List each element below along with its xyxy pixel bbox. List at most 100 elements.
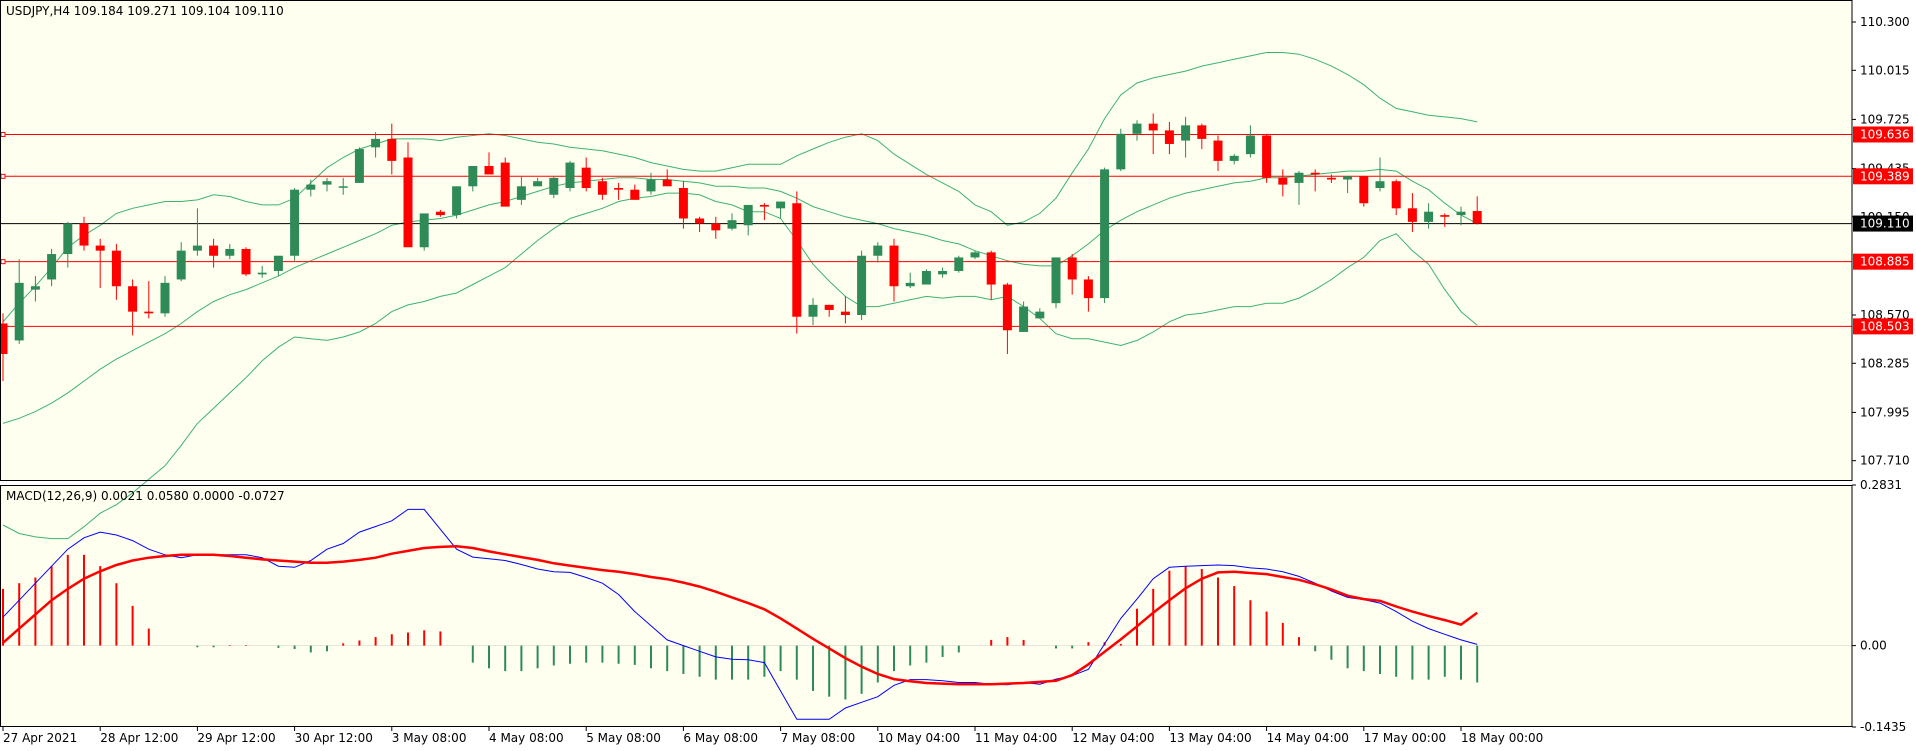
candle-body[interactable] (808, 304, 818, 317)
candle-body[interactable] (435, 211, 445, 216)
candle-body[interactable] (111, 250, 121, 287)
candle-body[interactable] (986, 252, 996, 285)
candle-body[interactable] (128, 286, 138, 312)
candle-body[interactable] (160, 282, 170, 314)
candle-body[interactable] (1359, 176, 1369, 204)
candle-body[interactable] (840, 311, 850, 316)
macd-pane[interactable] (0, 485, 1852, 727)
candle-body[interactable] (857, 255, 867, 316)
candle-body[interactable] (1148, 123, 1158, 131)
candle-body[interactable] (47, 254, 57, 280)
candle-body[interactable] (759, 204, 769, 207)
candle-body[interactable] (678, 187, 688, 219)
candle-body[interactable] (403, 157, 413, 248)
candle-body[interactable] (1132, 123, 1142, 134)
candle-body[interactable] (954, 257, 964, 271)
candle-body[interactable] (338, 186, 348, 188)
candle-body[interactable] (241, 248, 251, 275)
candle-body[interactable] (371, 138, 381, 148)
candle-body[interactable] (824, 304, 834, 310)
candle-body[interactable] (533, 181, 543, 187)
candle-body[interactable] (1456, 211, 1466, 216)
candle-body[interactable] (257, 272, 267, 275)
candle-body[interactable] (970, 252, 980, 258)
candle-body[interactable] (727, 220, 737, 229)
candle-body[interactable] (711, 223, 721, 231)
candle-body[interactable] (63, 223, 73, 255)
level-handle[interactable] (0, 131, 6, 137)
candle-body[interactable] (387, 138, 397, 161)
candle-body[interactable] (500, 162, 510, 207)
level-handle[interactable] (0, 259, 6, 265)
candle-body[interactable] (1310, 172, 1320, 175)
candle-body[interactable] (1229, 155, 1239, 161)
candle-body[interactable] (1002, 284, 1012, 331)
candle-body[interactable] (452, 186, 462, 216)
candle-body[interactable] (597, 181, 607, 195)
candle-body[interactable] (614, 187, 624, 190)
candle-body[interactable] (921, 270, 931, 285)
candle-body[interactable] (322, 181, 332, 185)
candle-body[interactable] (95, 245, 105, 251)
candle-body[interactable] (1051, 257, 1061, 304)
candle-body[interactable] (662, 179, 672, 187)
candle-body[interactable] (484, 165, 494, 175)
candle-body[interactable] (630, 189, 640, 200)
candle-body[interactable] (468, 165, 478, 187)
candle-body[interactable] (144, 311, 154, 314)
candle-body[interactable] (792, 203, 802, 317)
candle-body[interactable] (549, 177, 559, 195)
candle-body[interactable] (30, 286, 40, 290)
candle-body[interactable] (1083, 279, 1093, 299)
candle-body[interactable] (565, 162, 575, 188)
candle-body[interactable] (192, 245, 202, 251)
candle-body[interactable] (1181, 125, 1191, 141)
candle-body[interactable] (1375, 181, 1385, 188)
candle-body[interactable] (1391, 181, 1401, 209)
candle-body[interactable] (889, 245, 899, 287)
candle-body[interactable] (1262, 135, 1272, 178)
candle-body[interactable] (225, 248, 235, 256)
candle-body[interactable] (1067, 257, 1077, 280)
candle-body[interactable] (905, 282, 915, 287)
candle-body[interactable] (79, 223, 89, 246)
candle-body[interactable] (1213, 140, 1223, 161)
candle-body[interactable] (1407, 208, 1417, 222)
candle-body[interactable] (1245, 135, 1255, 155)
candle-body[interactable] (581, 167, 591, 188)
candle-body[interactable] (1116, 133, 1126, 170)
candle-body[interactable] (1035, 311, 1045, 319)
candle-body[interactable] (1100, 169, 1110, 299)
candle-body[interactable] (1472, 211, 1482, 224)
candle-body[interactable] (1343, 176, 1353, 180)
candle-body[interactable] (1019, 306, 1029, 332)
candle-body[interactable] (776, 201, 786, 209)
candle-body[interactable] (1278, 177, 1288, 185)
candle-body[interactable] (354, 149, 364, 183)
level-handle[interactable] (0, 173, 6, 179)
candle-body[interactable] (1440, 215, 1450, 217)
candle-body[interactable] (938, 270, 948, 275)
candle-body[interactable] (516, 186, 526, 200)
candle-body[interactable] (419, 213, 429, 248)
candle-body[interactable] (1326, 177, 1336, 180)
candle-body[interactable] (0, 323, 8, 354)
candle-body[interactable] (1424, 211, 1434, 222)
candle-body[interactable] (273, 255, 283, 271)
candle-body[interactable] (743, 204, 753, 226)
main-pane[interactable] (0, 0, 1852, 481)
candle-body[interactable] (1164, 130, 1174, 144)
candle-body[interactable] (1294, 172, 1304, 183)
candle-body[interactable] (14, 282, 24, 341)
candle-body[interactable] (646, 179, 656, 192)
candle-body[interactable] (209, 245, 219, 256)
candle-body[interactable] (695, 218, 705, 224)
candle-body[interactable] (176, 250, 186, 280)
macd-signal-line (2, 545, 1478, 686)
candle-body[interactable] (306, 184, 316, 190)
candle-body[interactable] (1197, 125, 1207, 139)
candle-body[interactable] (873, 245, 883, 256)
candle-body[interactable] (290, 189, 300, 256)
